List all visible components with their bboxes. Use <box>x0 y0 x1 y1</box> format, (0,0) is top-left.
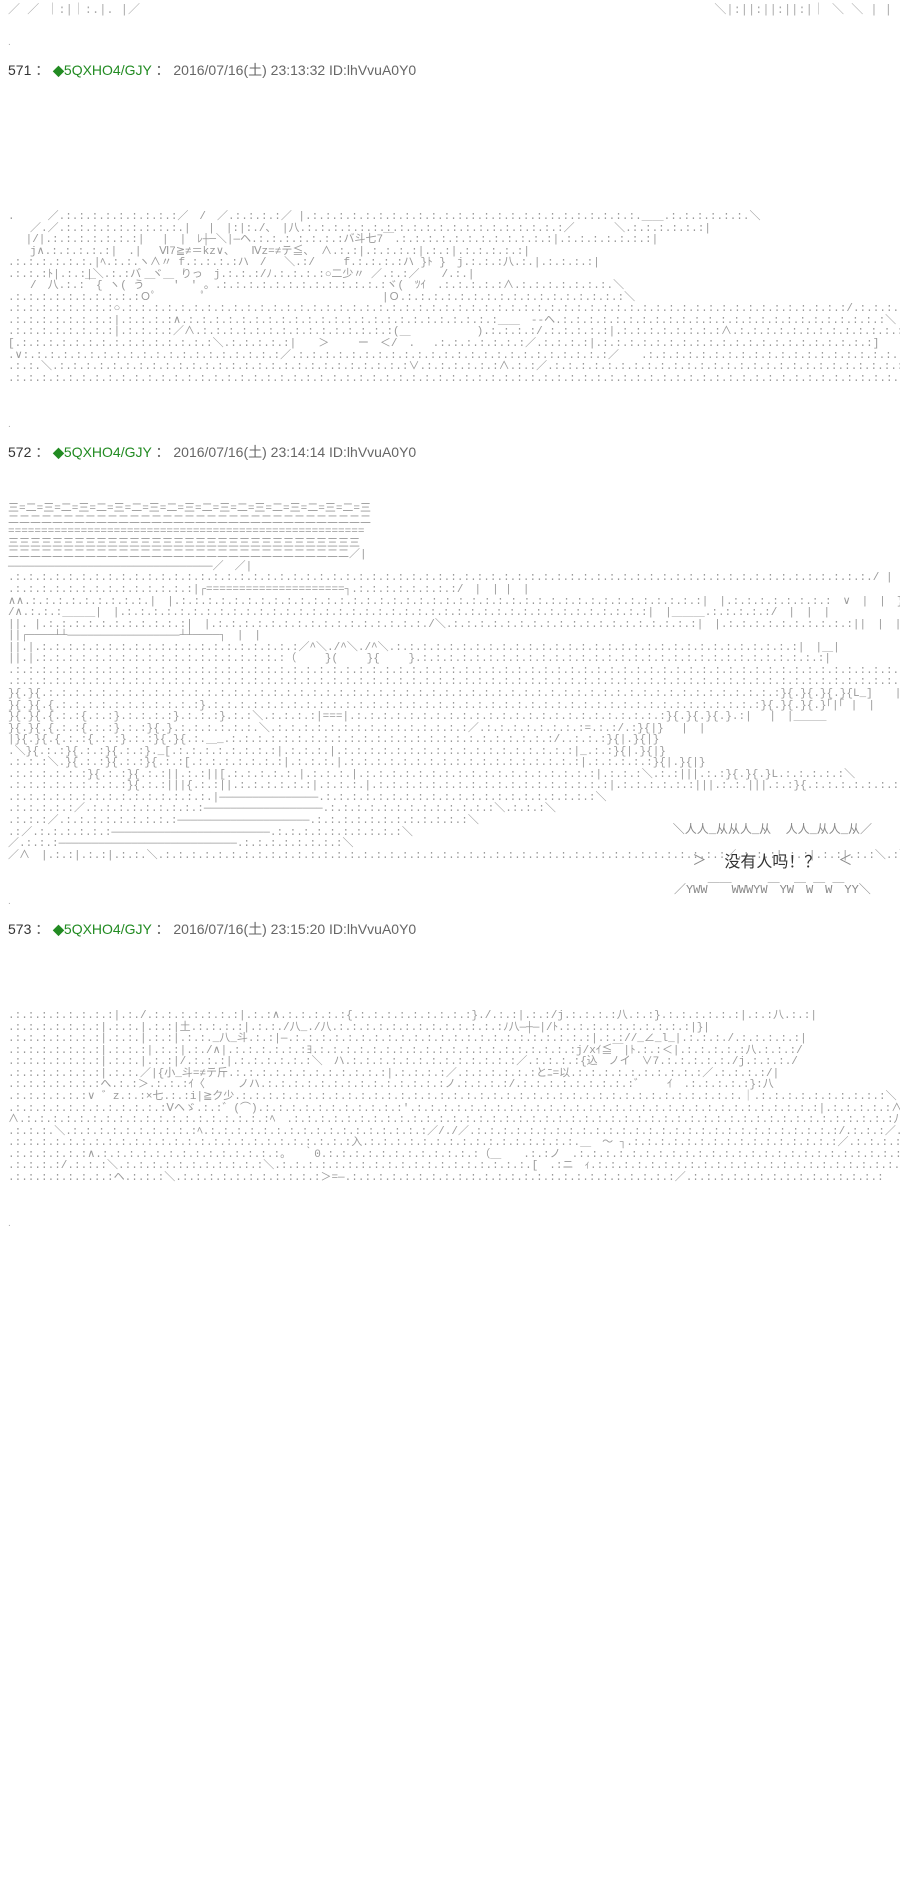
bubble-right-deco: ＜ <box>838 850 852 870</box>
trip-marker-icon: ◆ <box>53 444 64 460</box>
bubble-bottom-deco: ／YWW￣￣WWWYW￣YW￣W￣W￣YY＼ <box>674 884 871 896</box>
separator: ： <box>35 921 49 937</box>
post-number: 573 <box>8 921 31 937</box>
separator: ： <box>155 444 169 460</box>
speech-text: 没有人吗！？ <box>706 836 838 884</box>
ascii-art-character: . ／.:.:.:.:.:.:.:.:.:／ / ／.:.:.:.:／ |.:.… <box>8 212 900 385</box>
trip-marker-icon: ◆ <box>53 62 64 78</box>
post-user-id[interactable]: ID:lhVvuA0Y0 <box>329 62 416 78</box>
post-header: 571 ： ◆5QXHO4/GJY ： 2016/07/16(土) 23:13:… <box>8 60 892 80</box>
separator: ： <box>155 62 169 78</box>
post-572: 572 ： ◆5QXHO4/GJY ： 2016/07/16(土) 23:14:… <box>0 430 900 896</box>
post-number: 572 <box>8 444 31 460</box>
speech-bubble-container: ＼人人_从从人_从 人人_从人_从／ ＞ 没有人吗！？ ＜ ／YWW￣￣WWWY… <box>673 824 872 896</box>
dot-separator: . <box>0 419 900 430</box>
trip-code[interactable]: 5QXHO4/GJY <box>64 62 152 78</box>
post-timestamp: 2016/07/16(土) 23:14:14 <box>173 444 325 460</box>
post-header: 573 ： ◆5QXHO4/GJY ： 2016/07/16(土) 23:15:… <box>8 919 892 939</box>
trip-code[interactable]: 5QXHO4/GJY <box>64 444 152 460</box>
post-user-id[interactable]: ID:lhVvuA0Y0 <box>329 444 416 460</box>
dot-separator: . <box>0 37 900 48</box>
previous-post-fragment: ／ ／ ｜:|｜:.|. |／ ＼|:||:||:||:|｜ ＼ ＼ | | <box>0 0 900 37</box>
post-body: .:.:.:.:.:.:.:.:|.:./.:.:.:.:.:.:.:|.:.:… <box>8 1011 892 1184</box>
bubble-top-deco: ＼人人_从从人_从 人人_从人_从／ <box>673 824 872 836</box>
post-timestamp: 2016/07/16(土) 23:13:32 <box>173 62 325 78</box>
post-body: . ／.:.:.:.:.:.:.:.:.:／ / ／.:.:.:.:／ |.:.… <box>8 212 892 385</box>
trip-code[interactable]: 5QXHO4/GJY <box>64 921 152 937</box>
dot-separator: . <box>0 896 900 907</box>
post-573: 573 ： ◆5QXHO4/GJY ： 2016/07/16(土) 23:15:… <box>0 907 900 1218</box>
trip-marker-icon: ◆ <box>53 921 64 937</box>
separator: ： <box>155 921 169 937</box>
fragment-right: ＼|:||:||:||:|｜ ＼ ＼ | | <box>714 0 892 17</box>
ascii-art-building: 三=二=三=二=三=二=三=二=三=二=三=二=三=二=三=二=三=二=三=二=… <box>8 504 900 862</box>
fragment-left: ／ ／ ｜:|｜:.|. |／ <box>8 0 140 17</box>
post-header: 572 ： ◆5QXHO4/GJY ： 2016/07/16(土) 23:14:… <box>8 442 892 462</box>
post-body: 三=二=三=二=三=二=三=二=三=二=三=二=三=二=三=二=三=二=三=二=… <box>8 504 892 862</box>
post-user-id[interactable]: ID:lhVvuA0Y0 <box>329 921 416 937</box>
post-571: 571 ： ◆5QXHO4/GJY ： 2016/07/16(土) 23:13:… <box>0 48 900 419</box>
post-timestamp: 2016/07/16(土) 23:15:20 <box>173 921 325 937</box>
post-number: 571 <box>8 62 31 78</box>
separator: ： <box>35 62 49 78</box>
ascii-art-character: .:.:.:.:.:.:.:.:|.:./.:.:.:.:.:.:.:|.:.:… <box>8 1011 900 1184</box>
bubble-left-deco: ＞ <box>692 850 706 870</box>
separator: ： <box>35 444 49 460</box>
dot-separator: . <box>0 1218 900 1229</box>
